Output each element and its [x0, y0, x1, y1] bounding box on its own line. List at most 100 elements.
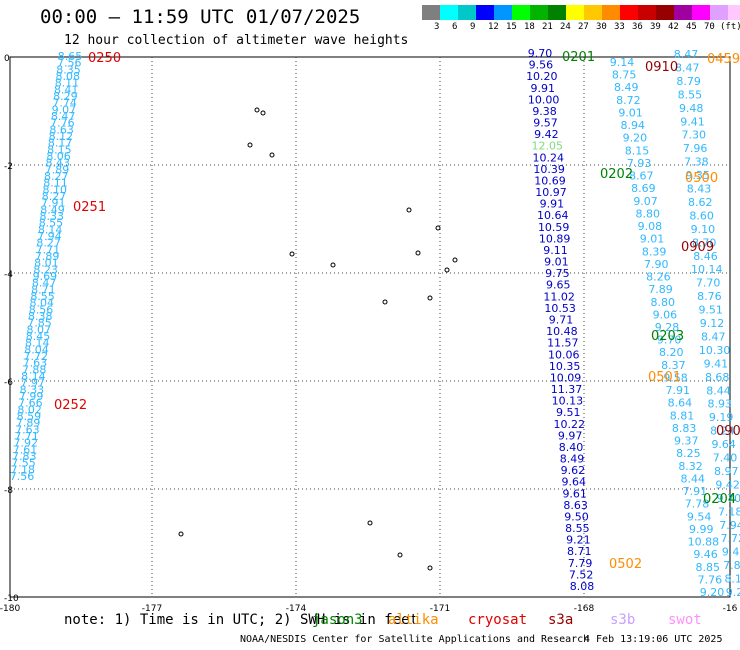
wave-height-value: 7.18: [718, 505, 740, 518]
wave-height-value: 7.92: [14, 437, 39, 450]
wave-height-value: 10.00: [528, 93, 560, 106]
wave-height-value: 8.97: [714, 465, 739, 478]
wave-height-value: 8.43: [687, 183, 712, 196]
wave-height-value: 8.44: [706, 384, 731, 397]
wave-height-value: 9.01: [618, 106, 643, 119]
legend-swatch: [602, 5, 620, 20]
wave-height-value: 8.85: [695, 561, 720, 574]
legend-swatch: [674, 5, 692, 20]
y-axis-tick-label: -4: [4, 270, 13, 280]
island-outline: [367, 520, 373, 526]
wave-height-value: 12.05: [532, 140, 564, 153]
legend-altika: altika: [388, 612, 439, 628]
legend-tick: 33: [614, 22, 625, 32]
wave-height-value: 9.64: [711, 438, 736, 451]
wave-height-value: 7.76: [698, 573, 723, 586]
x-axis-tick-label: -168: [574, 604, 595, 614]
island-outline: [269, 152, 275, 158]
wave-height-value: 7.70: [696, 277, 721, 290]
legend-cryosat: cryosat: [468, 612, 528, 628]
wave-height-value: 9.20: [726, 586, 740, 599]
wave-height-value: 9.71: [549, 314, 574, 327]
wave-height-value: 7.94: [37, 230, 62, 243]
legend-s3a: s3a: [548, 612, 574, 628]
wave-height-value: 8.63: [563, 499, 588, 512]
wave-height-value: 11.57: [547, 337, 579, 350]
wave-height-value: 8.55: [39, 217, 64, 230]
wave-height-value: 9.06: [653, 308, 678, 321]
legend-tick: 15: [506, 22, 517, 32]
x-axis-tick-label: -180: [0, 604, 20, 614]
wave-height-value: 7.18: [11, 463, 36, 476]
map-frame: [9, 56, 731, 598]
wave-height-value: 8.59: [17, 410, 42, 423]
wave-height-value: 7.93: [627, 157, 652, 170]
wave-height-value: 8.39: [642, 245, 667, 258]
legend-tick: 3: [434, 22, 440, 32]
chart-subtitle: 12 hour collection of altimeter wave hei…: [64, 33, 409, 48]
wave-height-value: 9.65: [546, 279, 571, 292]
timestamp-text: 4 Feb 13:19:06 UTC 2025: [584, 634, 723, 645]
wave-height-value: 7.79: [568, 557, 593, 570]
wave-height-value: 8.38: [28, 310, 53, 323]
wave-height-value: 8.55: [565, 522, 590, 535]
pass-number-label: 0910: [645, 60, 678, 75]
wave-height-value: 8.47: [675, 61, 700, 74]
wave-height-value: 9.51: [698, 304, 723, 317]
wave-height-value: 8.47: [701, 330, 726, 343]
wave-height-value: 8.26: [646, 271, 671, 284]
wave-height-value: 10.64: [537, 209, 569, 222]
legend-swatch: [710, 5, 728, 20]
legend-s3b: s3b: [610, 612, 636, 628]
legend-swatch: [692, 5, 710, 20]
legend-swatch: [656, 5, 674, 20]
wave-height-value: 8.64: [668, 397, 693, 410]
y-axis-tick-label: -8: [4, 486, 13, 496]
wave-height-value: 8.33: [20, 383, 45, 396]
wave-height-value: 8.14: [21, 370, 46, 383]
wave-height-value: 8.47: [674, 48, 699, 61]
wave-height-value: 7.88: [22, 363, 47, 376]
wave-height-value: 9.70: [657, 334, 682, 347]
legend-tick: 9: [470, 22, 476, 32]
legend-swatch: [638, 5, 656, 20]
wave-height-value: 8.15: [47, 143, 72, 156]
wave-height-value: 8.55: [678, 88, 703, 101]
legend-swatch: [620, 5, 638, 20]
wave-height-value: 8.69: [631, 182, 656, 195]
island-outline: [254, 107, 260, 113]
wave-height-value: 8.72: [616, 94, 641, 107]
wave-height-value: 8.12: [724, 573, 740, 586]
wave-height-value: 7.91: [665, 384, 690, 397]
legend-swot: swot: [668, 612, 702, 628]
wave-height-value: 8.27: [42, 190, 67, 203]
wave-height-value: 8.23: [33, 263, 58, 276]
legend-tick: 30: [596, 22, 607, 32]
wave-height-value: 9.56: [529, 59, 554, 72]
wave-height-value: 7.38: [684, 156, 709, 169]
wave-height-value: 9.97: [558, 429, 583, 442]
wave-height-value: 9.42: [715, 478, 740, 491]
pass-number-label: 0250: [88, 51, 121, 66]
pass-number-label: 0501: [648, 370, 681, 385]
wave-height-value: 7.89: [16, 417, 41, 430]
wave-height-value: 9.75: [545, 267, 570, 280]
wave-height-value: 8.80: [650, 296, 675, 309]
wave-height-value: 7.97: [20, 377, 45, 390]
wave-height-value: 7.40: [713, 452, 738, 465]
wave-height-value: 7.71: [36, 243, 61, 256]
wave-height-value: 8.93: [708, 398, 733, 411]
wave-height-value: 8.70: [692, 236, 717, 249]
wave-height-value: 9.91: [540, 198, 565, 211]
wave-height-value: 9.38: [532, 105, 557, 118]
wave-height-value: 9.28: [655, 321, 680, 334]
y-axis-tick-label: 0: [4, 54, 10, 64]
wave-height-value: 9.37: [674, 435, 699, 448]
wave-height-value: 9.70: [717, 492, 740, 505]
wave-height-value: 7.63: [23, 357, 48, 370]
wave-height-value: 9.11: [543, 244, 568, 257]
wave-height-value: 8.60: [689, 209, 714, 222]
wave-height-value: 9.61: [562, 487, 587, 500]
wave-height-value: 10.30: [699, 344, 731, 357]
